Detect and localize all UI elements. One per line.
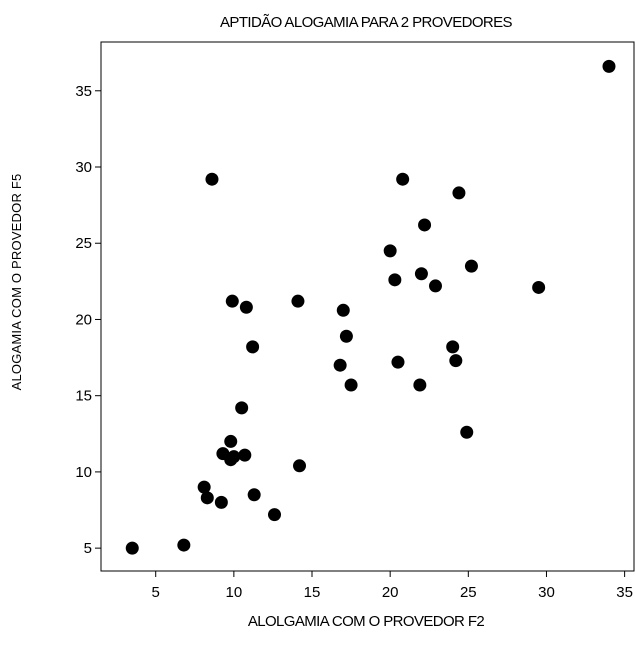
data-point [602,59,616,73]
data-point [125,541,139,555]
y-tick-label: 15 [75,388,92,405]
data-point [428,279,442,293]
data-point [235,401,249,415]
data-point [200,491,214,505]
y-tick-label: 30 [75,159,92,176]
y-tick-label: 25 [75,235,92,252]
data-point [418,218,432,232]
data-point [383,244,397,258]
data-point [246,340,260,354]
data-point [336,303,350,317]
x-tick-label: 35 [616,584,633,601]
y-tick-label: 35 [75,83,92,100]
data-point [177,538,191,552]
y-tick-label: 20 [75,311,92,328]
data-point [224,434,238,448]
data-point [532,280,546,294]
data-point [344,378,358,392]
y-axis-ticks: 5 10 15 20 25 30 35 [75,83,101,557]
data-point [225,294,239,308]
data-point [388,273,402,287]
data-point [414,267,428,281]
data-point [333,358,347,372]
data-point [247,488,261,502]
data-point [291,294,305,308]
data-point [293,459,307,473]
data-point [391,355,405,369]
chart-title: APTIDÃO ALOGAMIA PARA 2 PROVEDORES [220,14,513,31]
data-point [339,329,353,343]
x-tick-label: 5 [152,584,160,601]
y-axis-label: ALOGAMIA COM O PROVEDOR F5 [9,174,24,391]
data-point [239,300,253,314]
x-tick-label: 10 [226,584,243,601]
y-tick-label: 5 [84,540,92,557]
data-point [464,259,478,273]
x-axis-label: ALOLGAMIA COM O PROVEDOR F2 [248,613,485,630]
data-points [125,59,616,555]
data-point [197,480,211,494]
plot-frame [100,41,635,572]
data-point [413,378,427,392]
data-point [396,172,410,186]
x-tick-label: 25 [460,584,477,601]
data-point [238,448,252,462]
data-point [205,172,219,186]
x-axis-ticks: 5 10 15 20 25 30 35 [152,571,633,601]
x-tick-label: 20 [382,584,399,601]
y-tick-label: 10 [75,464,92,481]
data-point [446,340,460,354]
data-point [452,186,466,200]
data-point [227,450,241,464]
x-tick-label: 30 [538,584,555,601]
x-tick-label: 15 [304,584,321,601]
data-point [214,495,228,509]
data-point [267,508,281,522]
data-point [449,354,463,368]
data-point [460,425,474,439]
